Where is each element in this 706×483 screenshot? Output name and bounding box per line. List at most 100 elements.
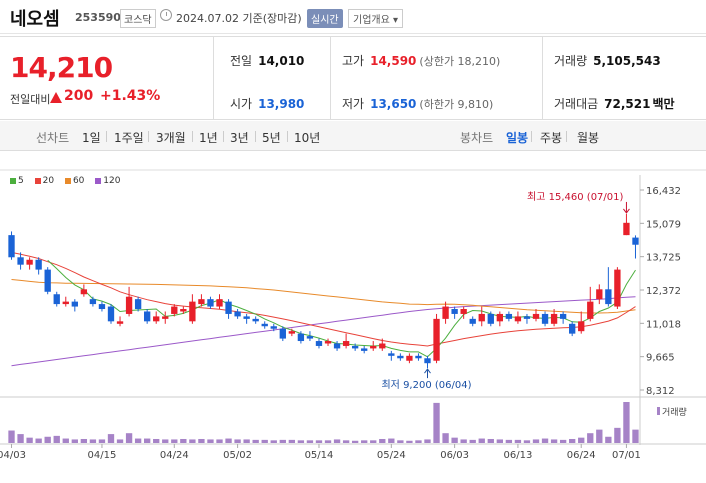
- candle-body: [460, 309, 467, 314]
- volume-bar: [225, 438, 232, 443]
- candle-body: [370, 345, 377, 349]
- high-arrowhead-icon: [623, 208, 630, 214]
- change-label: 전일대비: [10, 93, 51, 106]
- volume-bar: [397, 440, 404, 443]
- candle-body: [53, 294, 60, 305]
- candle-body: [623, 222, 630, 236]
- company-info-dropdown[interactable]: 기업개요 ▾: [348, 9, 403, 28]
- y-tick-label: 12,372: [646, 286, 681, 297]
- volume-bar: [623, 402, 630, 443]
- volume-bar: [487, 438, 494, 443]
- volume-value: 5,105,543: [593, 54, 661, 68]
- volume-bar: [279, 439, 286, 443]
- ma20-swatch: [34, 177, 41, 184]
- volume-bar: [62, 438, 69, 443]
- lower-limit: (하한가 9,810): [419, 98, 494, 111]
- upper-limit: (상한가 18,210): [419, 55, 501, 68]
- stock-header: 네오셈 253590 코스닥 2024.07.02 기준(장마감) 실시간 기업…: [0, 0, 706, 34]
- volume-bar: [243, 439, 250, 443]
- tab-1w[interactable]: 1주일: [114, 131, 144, 145]
- y-tick-label: 16,432: [646, 186, 681, 197]
- volume-bar: [234, 439, 241, 443]
- volume-bar: [270, 440, 277, 443]
- candle-body: [198, 299, 205, 305]
- candle-body: [523, 316, 531, 319]
- ma60-line: [11, 279, 636, 314]
- candle-chart-label: 봉차트: [460, 131, 494, 145]
- candle-body: [89, 299, 97, 305]
- volume-bar: [351, 440, 359, 443]
- volume-bar: [614, 427, 621, 443]
- volume-bar: [53, 435, 60, 443]
- ma5-swatch: [10, 177, 16, 184]
- x-tick-label: 06/24: [567, 450, 596, 461]
- ma120-line: [11, 296, 636, 367]
- volume-bar: [125, 433, 133, 443]
- volume-bar: [559, 439, 567, 443]
- candle-body: [415, 355, 422, 359]
- candle-body: [216, 299, 223, 307]
- volume-bar: [26, 437, 33, 443]
- tab-10y[interactable]: 10년: [294, 131, 321, 145]
- tab-daily[interactable]: 일봉: [506, 131, 529, 145]
- y-tick-label: 13,725: [646, 253, 681, 264]
- volume-bar: [514, 439, 522, 443]
- legend-ma60-label: 60: [72, 176, 85, 186]
- candle-body: [388, 353, 395, 356]
- tab-3m[interactable]: 3개월: [156, 131, 186, 145]
- legend-ma60: 60: [64, 176, 85, 186]
- current-price: 14,210: [10, 51, 113, 84]
- x-tick-label: 04/24: [160, 450, 189, 461]
- y-tick-label: 8,312: [646, 386, 675, 397]
- ma-legend: 5 20 60 120: [10, 176, 128, 186]
- x-tick-label: 06/13: [504, 450, 533, 461]
- amount-label: 거래대금: [554, 97, 599, 111]
- volume-bar: [17, 434, 24, 443]
- divider: [287, 131, 288, 142]
- tab-monthly[interactable]: 월봉: [577, 131, 600, 145]
- ma120-swatch: [95, 177, 102, 184]
- candle-body: [107, 306, 115, 322]
- volume-bar: [406, 440, 413, 443]
- x-tick-label: 06/03: [440, 450, 469, 461]
- volume-bar: [71, 439, 78, 443]
- prev-close-value: 14,010: [258, 54, 305, 68]
- clock-icon: [160, 9, 172, 21]
- candle-body: [270, 326, 277, 329]
- volume-bar: [433, 402, 440, 443]
- candle-body: [17, 257, 24, 265]
- legend-ma5: 5: [10, 176, 24, 186]
- candle-body: [333, 343, 341, 349]
- volume-bar: [587, 433, 594, 443]
- legend-ma5-label: 5: [18, 176, 24, 186]
- low-annotation: 최저 9,200 (06/04): [381, 379, 471, 391]
- tab-1y[interactable]: 1년: [199, 131, 218, 145]
- candle-body: [306, 336, 314, 339]
- x-tick-label: 05/24: [377, 450, 406, 461]
- volume-bar: [532, 439, 540, 443]
- volume-bar: [523, 440, 531, 443]
- tab-3y[interactable]: 3년: [230, 131, 249, 145]
- candle-body: [189, 301, 196, 322]
- volume-bar: [379, 438, 386, 443]
- tab-1d[interactable]: 1일: [82, 131, 101, 145]
- divider: [106, 131, 107, 142]
- x-tick-label: 05/02: [223, 450, 252, 461]
- quote-summary: 14,210 전일대비 200 +1.43% 전일 14,010 시가 13,980…: [0, 36, 706, 120]
- volume-bar: [89, 439, 97, 443]
- legend-ma20: 20: [34, 176, 54, 186]
- volume-bar: [315, 440, 323, 443]
- candle-body: [279, 328, 286, 339]
- open-value: 13,980: [258, 97, 305, 111]
- candle-body: [143, 311, 151, 322]
- stock-name: 네오셈: [10, 9, 60, 30]
- volume-bar: [478, 438, 485, 443]
- realtime-button[interactable]: 실시간: [307, 9, 343, 28]
- tab-weekly[interactable]: 주봉: [540, 131, 563, 145]
- candle-body: [578, 321, 585, 332]
- tab-5y[interactable]: 5년: [262, 131, 281, 145]
- candle-body: [342, 341, 350, 346]
- candle-body: [569, 323, 576, 334]
- volume-bar: [505, 439, 513, 443]
- volume-bar: [252, 439, 259, 443]
